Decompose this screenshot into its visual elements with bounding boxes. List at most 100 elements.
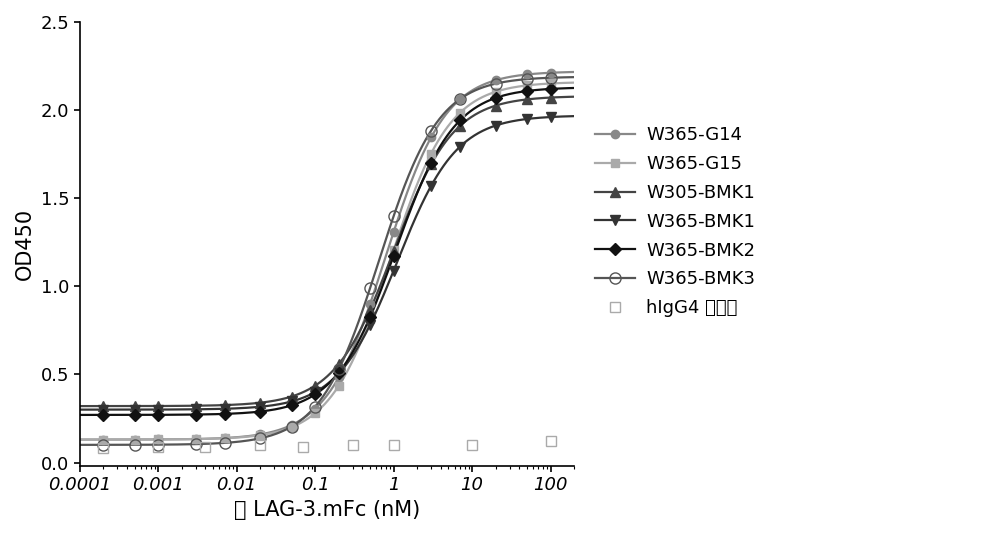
W365-G15 <box>286 424 298 430</box>
W365-BMK2 <box>333 369 345 376</box>
W365-BMK1 <box>425 183 437 189</box>
W365-BMK3 <box>254 435 266 441</box>
W305-BMK1 <box>309 383 321 389</box>
W365-G15 <box>254 432 266 438</box>
hIgG4 同种型 <box>199 444 211 450</box>
W365-G14 <box>425 134 437 141</box>
hIgG4 同种型 <box>152 444 164 450</box>
W365-BMK3 <box>388 213 400 219</box>
W365-G15 <box>388 247 400 253</box>
W365-BMK2 <box>152 411 164 418</box>
W365-BMK3 <box>286 423 298 430</box>
W365-G15 <box>425 150 437 157</box>
W305-BMK1 <box>286 393 298 400</box>
W365-BMK2 <box>521 88 533 94</box>
Line: W365-BMK1: W365-BMK1 <box>98 112 555 415</box>
W365-G15 <box>521 82 533 89</box>
Y-axis label: OD450: OD450 <box>15 208 35 280</box>
W365-G15 <box>152 436 164 442</box>
W365-G14 <box>388 229 400 235</box>
W365-G14 <box>190 436 202 442</box>
W365-BMK1 <box>545 114 557 120</box>
W365-G15 <box>97 437 109 443</box>
W305-BMK1 <box>388 248 400 254</box>
W365-G14 <box>129 437 141 443</box>
hIgG4 同种型 <box>466 442 478 448</box>
W365-G14 <box>454 96 466 103</box>
W365-BMK2 <box>254 408 266 415</box>
W365-G15 <box>190 436 202 442</box>
W305-BMK1 <box>521 96 533 103</box>
W365-BMK1 <box>152 407 164 413</box>
W365-BMK2 <box>286 402 298 409</box>
W365-G15 <box>364 316 376 322</box>
W365-G15 <box>545 80 557 87</box>
W305-BMK1 <box>129 403 141 409</box>
W365-BMK3 <box>219 440 231 446</box>
W305-BMK1 <box>254 400 266 406</box>
W365-G14 <box>309 406 321 412</box>
W365-BMK1 <box>454 143 466 150</box>
W365-G14 <box>521 71 533 78</box>
W305-BMK1 <box>545 94 557 101</box>
Line: W305-BMK1: W305-BMK1 <box>98 93 555 411</box>
hIgG4 同种型 <box>97 445 109 452</box>
W305-BMK1 <box>219 402 231 408</box>
W305-BMK1 <box>490 102 502 109</box>
hIgG4 同种型 <box>347 442 359 448</box>
W365-BMK1 <box>190 406 202 412</box>
W365-BMK3 <box>364 285 376 292</box>
W365-BMK3 <box>190 441 202 447</box>
W305-BMK1 <box>97 403 109 409</box>
W365-G15 <box>333 383 345 389</box>
W365-BMK1 <box>521 116 533 122</box>
W365-BMK2 <box>129 411 141 418</box>
W365-G15 <box>454 110 466 116</box>
W305-BMK1 <box>190 402 202 409</box>
Line: W365-BMK2: W365-BMK2 <box>99 85 555 419</box>
W365-G14 <box>219 435 231 441</box>
W365-G15 <box>219 435 231 441</box>
W365-BMK2 <box>545 86 557 92</box>
W365-G15 <box>490 88 502 95</box>
W365-G14 <box>286 422 298 428</box>
hIgG4 同种型 <box>388 442 400 448</box>
W365-BMK3 <box>333 366 345 372</box>
W305-BMK1 <box>454 123 466 129</box>
W365-BMK3 <box>490 80 502 87</box>
W365-G14 <box>254 431 266 438</box>
W365-G15 <box>309 410 321 416</box>
hIgG4 同种型 <box>297 444 309 450</box>
hIgG4 同种型 <box>545 438 557 445</box>
W365-BMK3 <box>425 127 437 134</box>
Line: W365-BMK3: W365-BMK3 <box>98 72 556 450</box>
W365-BMK1 <box>129 407 141 413</box>
W365-BMK2 <box>425 159 437 166</box>
W365-BMK1 <box>388 268 400 274</box>
hIgG4 同种型 <box>254 442 266 448</box>
W365-BMK3 <box>129 441 141 448</box>
W365-G14 <box>545 70 557 76</box>
W365-BMK2 <box>219 411 231 417</box>
W365-BMK2 <box>388 253 400 259</box>
W365-BMK2 <box>309 391 321 398</box>
W365-BMK1 <box>219 406 231 412</box>
Legend: W365-G14, W365-G15, W305-BMK1, W365-BMK1, W365-BMK2, W365-BMK3, hIgG4 同种型: W365-G14, W365-G15, W305-BMK1, W365-BMK1… <box>588 119 762 325</box>
W365-BMK1 <box>490 123 502 129</box>
W365-BMK1 <box>286 398 298 404</box>
W365-BMK1 <box>333 370 345 377</box>
W365-BMK2 <box>364 314 376 320</box>
W365-BMK3 <box>545 74 557 81</box>
W365-BMK3 <box>97 441 109 448</box>
W365-BMK2 <box>490 95 502 101</box>
W305-BMK1 <box>425 161 437 167</box>
W365-BMK2 <box>97 412 109 418</box>
W365-BMK1 <box>364 322 376 328</box>
W365-G14 <box>333 374 345 380</box>
W365-BMK3 <box>152 441 164 448</box>
W365-BMK3 <box>454 96 466 102</box>
W305-BMK1 <box>333 361 345 367</box>
W365-G14 <box>490 77 502 83</box>
W365-BMK3 <box>309 403 321 410</box>
W365-BMK1 <box>254 403 266 410</box>
